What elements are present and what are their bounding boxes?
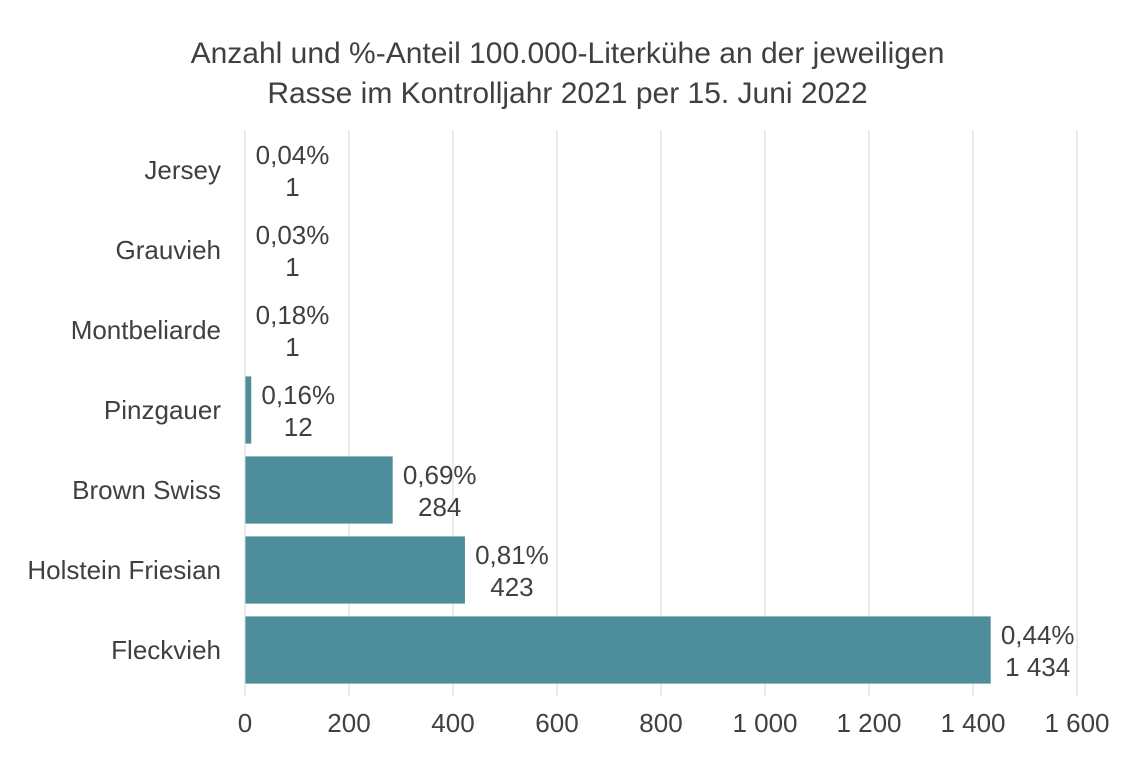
x-tick-label: 400: [431, 708, 474, 738]
x-tick-label: 0: [238, 708, 252, 738]
percent-label: 0,81%: [475, 540, 549, 570]
percent-label: 0,44%: [1001, 620, 1075, 650]
chart-title-line-1: Anzahl und %-Anteil 100.000-Literkühe an…: [190, 37, 945, 70]
percent-label: 0,18%: [256, 300, 330, 330]
bar: [245, 536, 465, 604]
axes: [244, 130, 1078, 696]
x-tick-label: 1 600: [1044, 708, 1109, 738]
x-tick-label: 1 000: [732, 708, 797, 738]
x-tick-label: 800: [639, 708, 682, 738]
chart-title: Anzahl und %-Anteil 100.000-Literkühe an…: [0, 34, 1135, 114]
x-tick-label: 1 200: [836, 708, 901, 738]
category-label: Brown Swiss: [72, 475, 221, 505]
x-tick-label: 600: [535, 708, 578, 738]
percent-label: 0,16%: [261, 380, 335, 410]
x-tick-label: 200: [327, 708, 370, 738]
value-label: 1: [285, 332, 299, 362]
x-tick-label: 1 400: [940, 708, 1005, 738]
bar: [245, 616, 991, 684]
category-label: Grauvieh: [116, 235, 222, 265]
value-label: 284: [418, 492, 461, 522]
category-label: Fleckvieh: [111, 635, 221, 665]
value-label: 12: [284, 412, 313, 442]
category-label: Jersey: [144, 155, 221, 185]
labels: 0 200 400 600 800 1 000 1 200 1 400 1 600 Jersey 0…: [27, 140, 1109, 738]
grid-lines: [348, 130, 1078, 690]
bar: [245, 376, 252, 444]
value-label: 1 434: [1005, 652, 1070, 682]
bars: [245, 136, 991, 684]
percent-label: 0,03%: [256, 220, 330, 250]
value-label: 1: [285, 252, 299, 282]
category-label: Montbeliarde: [71, 315, 221, 345]
chart-title-line-2: Rasse im Kontrolljahr 2021 per 15. Juni …: [267, 77, 868, 110]
percent-label: 0,69%: [403, 460, 477, 490]
value-label: 1: [285, 172, 299, 202]
category-label: Holstein Friesian: [27, 555, 221, 585]
percent-label: 0,04%: [256, 140, 330, 170]
bar: [245, 456, 393, 524]
value-label: 423: [490, 572, 533, 602]
category-label: Pinzgauer: [104, 395, 221, 425]
